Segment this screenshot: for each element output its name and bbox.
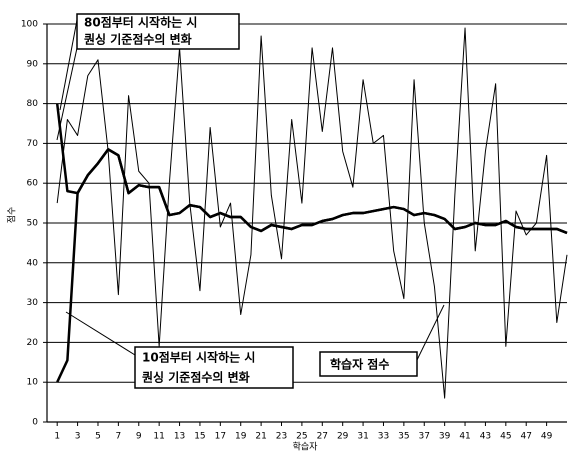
x-tick-label: 33 <box>378 432 389 442</box>
annotation-box: 80점부터 시작하는 시 퀀싱 기준점수의 변화 <box>76 13 240 50</box>
annotation-box: 학습자 점수 <box>319 351 418 377</box>
x-tick-label: 15 <box>194 432 205 442</box>
x-tick-label: 1 <box>54 432 60 442</box>
x-tick-label: 9 <box>136 432 142 442</box>
y-tick-label: 20 <box>27 338 39 348</box>
leader-line <box>65 311 136 356</box>
leader-line <box>416 304 445 361</box>
box <box>76 13 240 50</box>
x-tick-label: 49 <box>541 432 553 442</box>
y-tick-label: 90 <box>27 59 39 69</box>
y-tick-label: 50 <box>27 219 39 229</box>
x-tick-label: 37 <box>419 432 430 442</box>
x-tick-label: 29 <box>337 432 349 442</box>
y-tick-label: 0 <box>32 418 38 428</box>
annotation-text: 퀀싱 기준점수의 변화 <box>84 32 192 47</box>
x-tick-label: 7 <box>116 432 122 442</box>
box <box>319 351 418 377</box>
x-tick-label: 11 <box>153 432 164 442</box>
box <box>134 346 294 389</box>
y-tick-label: 60 <box>27 179 39 189</box>
x-tick-label: 5 <box>95 432 101 442</box>
x-tick-label: 41 <box>459 432 470 442</box>
annotation-text: 10점부터 시작하는 시 <box>142 350 255 365</box>
annotation-leaders <box>56 19 445 361</box>
x-tick-label: 27 <box>317 432 328 442</box>
series-line <box>56 27 568 399</box>
leader-line <box>56 47 78 141</box>
y-tick-label: 100 <box>21 20 38 30</box>
x-tick-label: 31 <box>357 432 368 442</box>
x-tick-label: 47 <box>520 432 531 442</box>
leader-line <box>59 19 78 111</box>
y-tick-label: 10 <box>27 378 39 388</box>
annotation-text: 80점부터 시작하는 시 <box>84 15 197 30</box>
x-tick-label: 35 <box>398 432 409 442</box>
x-tick-label: 43 <box>480 432 491 442</box>
x-tick-label: 23 <box>276 432 287 442</box>
y-axis-label: 점수 <box>6 207 18 224</box>
annotation-text: 퀀싱 기준점수의 변화 <box>142 370 250 385</box>
x-tick-label: 13 <box>174 432 185 442</box>
series-line <box>56 148 568 383</box>
annotation-box: 10점부터 시작하는 시 퀀싱 기준점수의 변화 <box>134 346 294 389</box>
x-tick-label: 3 <box>75 432 81 442</box>
x-tick-label: 19 <box>235 432 247 442</box>
series-line <box>55 103 568 235</box>
x-tick-label: 25 <box>296 432 307 442</box>
x-tick-label: 17 <box>215 432 226 442</box>
x-tick-label: 39 <box>439 432 451 442</box>
y-tick-label: 80 <box>27 99 39 109</box>
y-tick-label: 30 <box>27 298 39 308</box>
y-tick-label: 40 <box>27 258 39 268</box>
x-tick-label: 21 <box>255 432 266 442</box>
annotation-text: 학습자 점수 <box>330 357 389 372</box>
y-tick-label: 70 <box>27 139 39 149</box>
x-tick-label: 45 <box>500 432 511 442</box>
x-axis-label: 학습자 <box>293 442 319 452</box>
